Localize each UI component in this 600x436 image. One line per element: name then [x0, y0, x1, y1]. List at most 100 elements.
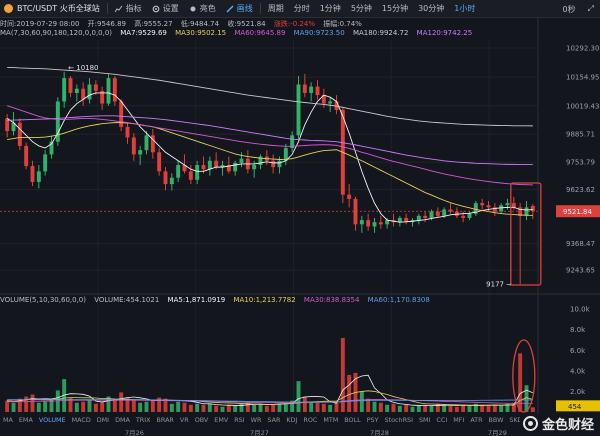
- settings-button[interactable]: 设置: [147, 0, 184, 18]
- volume-bars: [5, 337, 535, 412]
- volume-bar: [524, 385, 529, 412]
- price-tick: 9623.62: [566, 186, 595, 194]
- candle-body: [30, 166, 35, 182]
- symbol-label: BTC/USDT 火币全球站: [17, 4, 100, 13]
- indicator-tab-trix[interactable]: TRIX: [135, 415, 151, 424]
- volume-bar: [315, 402, 320, 412]
- chart-canvas[interactable]: 10292.30 10154.95 10019.43 9885.71 9753.79 96…: [0, 0, 600, 414]
- indicator-tab-mfi[interactable]: MFI: [453, 415, 465, 424]
- volume-bar: [366, 398, 371, 412]
- volume-bar: [283, 402, 288, 412]
- indicator-tab-volume[interactable]: VOLUME: [38, 415, 66, 424]
- indicator-tab-wr[interactable]: WR: [250, 415, 262, 424]
- candle-body: [359, 220, 364, 225]
- high-marker: ← 10180: [68, 64, 98, 72]
- volume-bar: [416, 405, 421, 412]
- ma180-value: MA180:9924.72: [352, 29, 409, 37]
- indicators-button[interactable]: 指标: [110, 0, 147, 18]
- candle-body: [290, 135, 295, 149]
- indicator-tab-kdj[interactable]: KDJ: [286, 415, 298, 424]
- symbol-selector[interactable]: BTC/USDT 火币全球站: [0, 0, 105, 18]
- indicator-tab-rsi[interactable]: RSI: [234, 415, 245, 424]
- indicator-tab-atr[interactable]: ATR: [470, 415, 483, 424]
- volume-ma-lines: [7, 374, 533, 407]
- indicator-tab-vr[interactable]: VR: [179, 415, 189, 424]
- volume-bar: [163, 398, 168, 412]
- indicator-tab-psy[interactable]: PSY: [366, 415, 379, 424]
- candle-body: [378, 222, 383, 225]
- volume-bar: [233, 405, 238, 412]
- volume-bar: [442, 404, 447, 412]
- volume-bar: [125, 397, 130, 412]
- indicator-tab-bbw[interactable]: BBW: [488, 415, 504, 424]
- vol-ma60-line: [7, 399, 533, 403]
- candle-body: [511, 203, 516, 208]
- ma-info-row: MA(7,30,60,90,180,120,0,0,0,0) MA7:9529.…: [0, 29, 478, 37]
- ma120-line: [7, 115, 533, 166]
- indicator-tab-emv[interactable]: EMV: [214, 415, 229, 424]
- indicator-tab-dmi[interactable]: DMI: [96, 415, 110, 424]
- indicator-tab-obv[interactable]: OBV: [194, 415, 209, 424]
- period-1h[interactable]: 1小时: [454, 4, 476, 13]
- candle-body: [74, 88, 79, 93]
- theme-button[interactable]: 亮色: [184, 0, 221, 18]
- period-timeline[interactable]: 分时: [293, 4, 310, 13]
- indicator-tab-smi[interactable]: SMI: [418, 415, 431, 424]
- volume-bar: [169, 403, 174, 412]
- vol-ma30-line: [7, 399, 533, 404]
- indicator-tab-roc[interactable]: ROC: [303, 415, 318, 424]
- candle-body: [49, 141, 54, 155]
- candle-body: [321, 95, 326, 104]
- volume-bar: [454, 406, 459, 412]
- indicator-tab-mtm[interactable]: MTM: [323, 415, 339, 424]
- indicator-tab-macd[interactable]: MACD: [71, 415, 91, 424]
- drawing-button[interactable]: 画线: [221, 0, 258, 18]
- period-5m[interactable]: 5分钟: [350, 4, 372, 13]
- indicator-tab-cci[interactable]: CCI: [436, 415, 448, 424]
- candle-body: [163, 171, 168, 185]
- candle-body: [277, 160, 282, 168]
- info-amplitude: 振幅:0.74%: [323, 20, 362, 28]
- candle-body: [150, 135, 155, 153]
- candle-body: [201, 165, 206, 170]
- volume-bar: [49, 399, 54, 412]
- candle-body: [36, 171, 41, 182]
- indicator-tab-stochrsi[interactable]: StochRSI: [384, 415, 413, 424]
- period-30m[interactable]: 30分钟: [418, 4, 445, 13]
- candle-body: [220, 165, 225, 168]
- volume-bar: [530, 407, 535, 412]
- period-15m[interactable]: 15分钟: [381, 4, 409, 13]
- volume-bar: [461, 404, 466, 412]
- candle-body: [112, 78, 117, 102]
- indicator-tab-boll[interactable]: BOLL: [344, 415, 361, 424]
- volume-bar: [252, 404, 257, 412]
- fullscreen-icon[interactable]: ⤢: [587, 4, 594, 13]
- volume-info-row: VOLUME(5,10,30,60,0,0) VOLUME:454.1021 M…: [0, 296, 436, 304]
- ma30-value: MA30:9502.15: [175, 29, 227, 37]
- volume-bar: [226, 404, 231, 412]
- candle-body: [328, 101, 333, 104]
- volume-bar: [157, 397, 162, 412]
- indicator-tab-ema[interactable]: EMA: [18, 415, 33, 424]
- candle-body: [518, 207, 523, 216]
- period-1m[interactable]: 1分钟: [319, 4, 341, 13]
- indicator-tab-sar[interactable]: SAR: [267, 415, 281, 424]
- indicator-tab-skdj[interactable]: SKDJ: [509, 415, 520, 424]
- candle-body: [385, 220, 390, 225]
- current-volume-badge: [556, 400, 600, 412]
- candle-body: [353, 198, 358, 225]
- info-close: 收:9521.84: [227, 20, 266, 28]
- date-axis: 7月26 7月27 7月28 7月29: [0, 425, 520, 436]
- volume-bar: [11, 402, 16, 412]
- info-high: 高:9555.27: [134, 20, 173, 28]
- indicator-tab-dma[interactable]: DMA: [115, 415, 130, 424]
- indicator-tabs: MA EMA VOLUME MACD DMI DMA TRIX BRAR VR OBV EMV RSI…: [0, 414, 520, 425]
- indicator-tab-brar[interactable]: BRAR: [156, 415, 174, 424]
- bitcoin-icon: [4, 4, 13, 13]
- indicator-tab-ma[interactable]: MA: [3, 415, 13, 424]
- price-tick: 9243.65: [566, 267, 595, 275]
- ohlc-info-row: 时间:2019-07-29 08:00 开:9546.89 高:9555.27 …: [0, 19, 368, 29]
- volume-bar: [277, 403, 282, 412]
- volume-bar: [404, 404, 409, 412]
- candle-body: [258, 156, 263, 165]
